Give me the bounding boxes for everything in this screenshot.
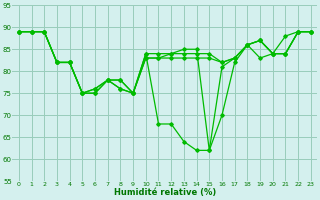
X-axis label: Humidité relative (%): Humidité relative (%) [114, 188, 216, 197]
